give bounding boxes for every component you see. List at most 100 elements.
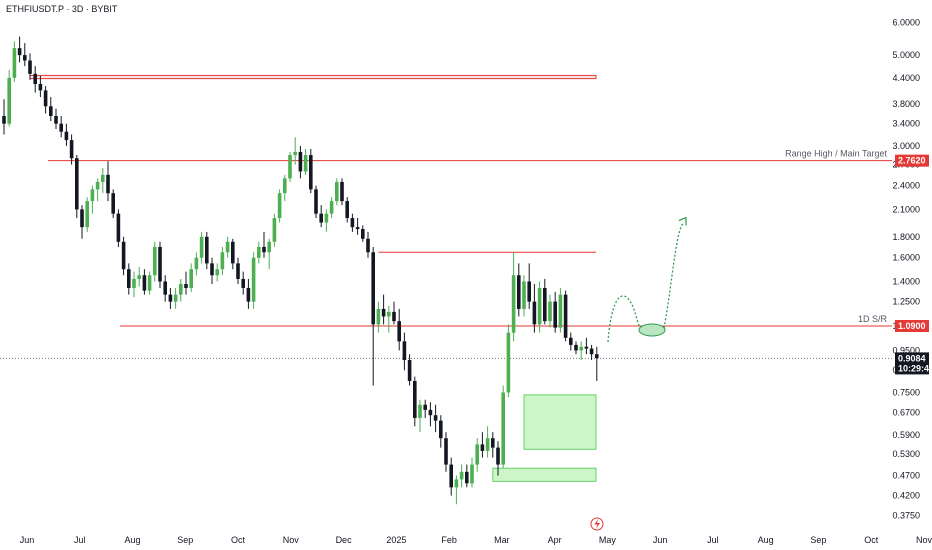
candle-body: [121, 241, 126, 270]
candle-body: [376, 308, 381, 325]
candle-body: [85, 201, 89, 228]
candle-body: [517, 275, 521, 309]
y-tick-label: 3.8000: [892, 99, 920, 109]
candle-body: [459, 471, 464, 480]
candle-body: [428, 409, 433, 416]
candle-body: [402, 341, 407, 361]
x-tick-label: Jun: [20, 535, 35, 545]
candle-body: [283, 178, 287, 194]
candle-body: [142, 275, 147, 291]
x-tick-label: Jul: [74, 535, 86, 545]
candle-body: [277, 193, 282, 219]
zone-demand-zone-upper: [523, 394, 597, 450]
candle-body: [257, 246, 261, 258]
candle-body: [491, 438, 495, 448]
candle-body: [501, 392, 505, 465]
candle-body: [392, 311, 396, 322]
x-tick-label: 2025: [386, 535, 406, 545]
candle-body: [23, 55, 27, 61]
projection-arrowhead: [678, 216, 687, 226]
candle-body: [7, 77, 11, 124]
candle-body: [350, 218, 355, 228]
candle-body: [163, 281, 167, 295]
candle-body: [33, 73, 37, 85]
candle-body: [485, 438, 490, 451]
candle-body: [324, 213, 329, 223]
y-tick-label: 0.9500: [892, 345, 920, 355]
candle-body: [335, 181, 339, 202]
candle-body: [371, 252, 375, 325]
candle-body: [241, 278, 245, 288]
y-tick-label: 1.6000: [892, 253, 920, 263]
candle-body: [439, 420, 443, 439]
candle-body: [465, 471, 469, 484]
candle-body: [80, 209, 84, 228]
candle-body: [480, 444, 485, 451]
candle-body: [506, 332, 511, 393]
candle-body: [194, 257, 199, 270]
candle-body: [537, 287, 542, 325]
candle-body: [579, 346, 583, 351]
candle-body: [366, 238, 370, 253]
candle-body: [2, 116, 6, 124]
candle-body: [231, 241, 235, 264]
candle-body: [225, 241, 230, 253]
countdown-text: 10:29:40: [898, 363, 932, 373]
candle-body: [199, 236, 204, 258]
candle-body: [595, 354, 599, 359]
x-tick-label: May: [599, 535, 617, 545]
candle-body: [340, 181, 344, 202]
candle-body: [173, 294, 178, 302]
candle-body: [132, 278, 136, 288]
candle-body: [12, 48, 17, 78]
candle-body: [28, 60, 32, 74]
candle-body: [189, 269, 193, 288]
candle-body: [553, 301, 557, 328]
projection-path-first: [607, 295, 653, 343]
x-tick-label: Aug: [758, 535, 774, 545]
price-badge-text-support-resistance: 1.0900: [898, 321, 926, 331]
candle-body: [179, 284, 183, 295]
candle-body: [184, 284, 188, 288]
y-tick-label: 0.7500: [892, 387, 920, 397]
candle-body: [444, 438, 448, 465]
candle-body: [236, 263, 240, 279]
candle-body: [17, 48, 22, 56]
levels-layer: Range High / Main Target 1D S/R: [0, 149, 892, 359]
current-price-text: 0.9084: [898, 353, 926, 363]
candle-body: [54, 116, 58, 124]
candle-body: [511, 275, 516, 333]
x-tick-label: Sep: [177, 535, 193, 545]
y-tick-label: 0.5900: [892, 430, 920, 440]
price-badge-text-range-high: 2.7620: [898, 156, 926, 166]
candle-body: [589, 348, 594, 355]
candle-body: [475, 444, 479, 465]
candle-body: [423, 404, 427, 410]
candle-body: [387, 311, 391, 317]
y-tick-label: 0.4700: [892, 471, 920, 481]
x-tick-label: Mar: [494, 535, 510, 545]
candle-body: [43, 90, 48, 107]
candle-body: [413, 380, 417, 418]
candle-body: [69, 140, 74, 159]
candle-body: [329, 201, 334, 214]
x-tick-label: Sep: [810, 535, 826, 545]
candle-body: [251, 257, 256, 302]
x-tick-label: Oct: [231, 535, 246, 545]
lightning-icon[interactable]: [590, 517, 604, 531]
candle-body: [454, 479, 459, 488]
y-tick-label: 6.0000: [892, 18, 920, 28]
level-label-range-high: Range High / Main Target: [785, 149, 887, 159]
y-tick-label: 1.2500: [892, 297, 920, 307]
candle-body: [397, 321, 401, 342]
candle-body: [314, 189, 318, 214]
candle-body: [381, 308, 386, 317]
time-axis[interactable]: Jun Jul Aug Sep Oct Nov Dec 2025 Feb Mar Apr May Jun…: [20, 535, 932, 545]
candle-body: [574, 344, 578, 351]
x-tick-label: Dec: [336, 535, 353, 545]
candle-body: [127, 269, 131, 288]
candle-body: [298, 151, 303, 172]
